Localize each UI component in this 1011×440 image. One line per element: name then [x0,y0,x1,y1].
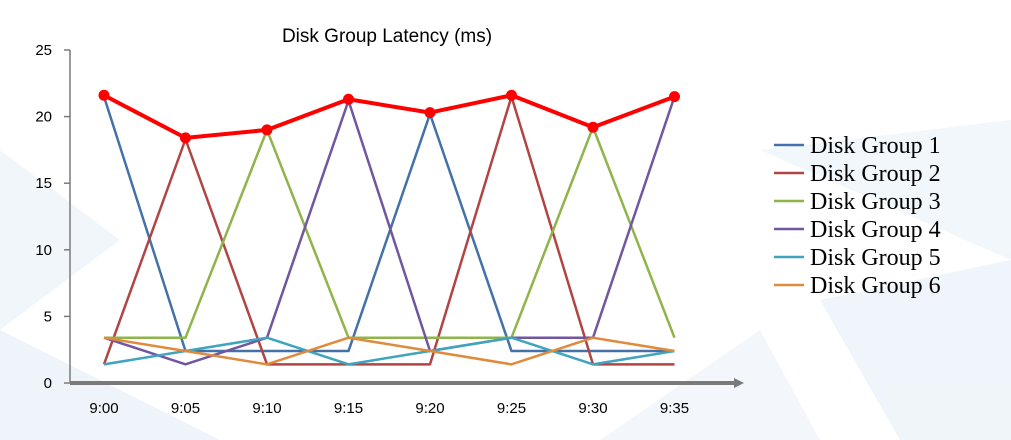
series-line-disk-group-6 [103,336,675,366]
max-line-point [587,121,599,133]
x-tick-label: 9:35 [660,400,689,417]
x-tick-label: 9:30 [578,400,607,417]
max-line [103,93,676,140]
max-line-point [180,132,191,144]
y-tick-label: 5 [44,308,52,325]
series-line-disk-group-3 [104,126,676,339]
x-axis: 9:00 9:05 9:10 9:15 9:20 9:25 9:30 9:35 [70,378,744,417]
x-tick-label: 9:10 [252,400,281,417]
series-line-disk-group-4 [103,96,676,366]
max-line-point [506,89,517,101]
y-tick-label: 10 [35,242,52,259]
legend-label: Disk Group 2 [810,161,941,187]
y-tick-label: 15 [35,175,52,192]
x-tick-label: 9:05 [171,400,200,417]
x-tick-label: 9:00 [89,400,118,417]
legend-label: Disk Group 1 [810,133,941,159]
legend-label: Disk Group 4 [810,217,941,243]
y-tick-label: 25 [35,42,52,59]
x-tick-label: 9:25 [497,400,526,417]
series-lines [102,95,676,366]
x-tick-label: 9:20 [415,400,444,417]
max-line-point [98,89,110,101]
max-latency-line [98,89,680,144]
max-line-point [424,107,436,119]
y-tick-label: 20 [35,109,52,126]
chart-title: Disk Group Latency (ms) [282,26,492,47]
max-line-point [669,91,680,103]
series-line-disk-group-5 [103,336,675,366]
y-tick-label: 0 [44,375,52,392]
legend-label: Disk Group 6 [810,273,941,299]
max-line-point [261,124,273,136]
legend-label: Disk Group 3 [810,189,941,215]
max-line-point [343,93,354,105]
x-tick-label: 9:15 [334,400,363,417]
y-axis: 0 5 10 15 20 25 [35,42,71,392]
legend-label: Disk Group 5 [810,245,941,271]
series-line-disk-group-1 [102,96,675,353]
series-line-disk-group-2 [102,95,675,366]
